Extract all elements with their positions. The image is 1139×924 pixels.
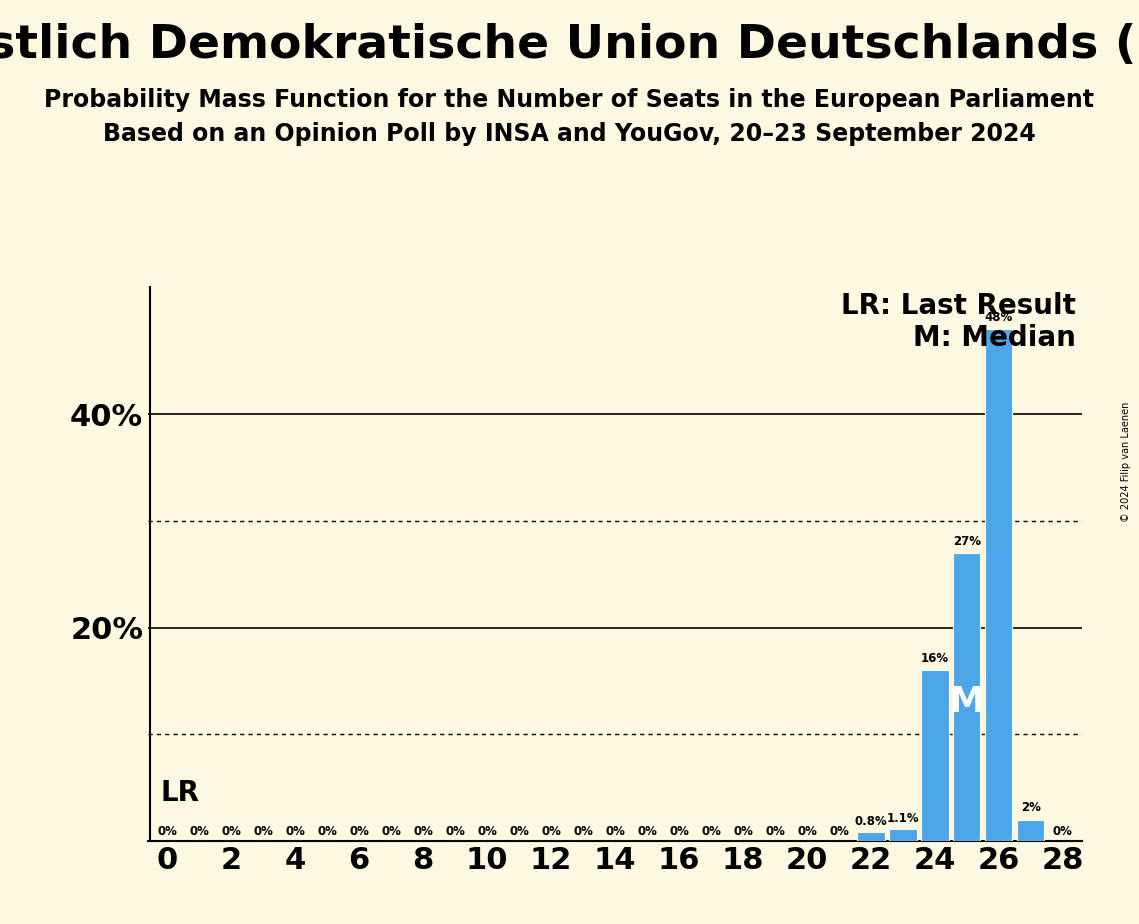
Text: M: Median: M: Median	[912, 323, 1075, 352]
Text: 1.1%: 1.1%	[886, 812, 919, 825]
Text: 16%: 16%	[920, 652, 949, 665]
Text: 0%: 0%	[477, 824, 497, 838]
Text: 0%: 0%	[509, 824, 528, 838]
Text: 48%: 48%	[985, 310, 1013, 323]
Text: 27%: 27%	[953, 535, 981, 548]
Bar	[1017, 820, 1044, 841]
Text: Christlich Demokratische Union Deutschlands (EPP): Christlich Demokratische Union Deutschla…	[0, 23, 1139, 68]
Text: 0%: 0%	[221, 824, 241, 838]
Text: 0%: 0%	[797, 824, 817, 838]
Text: 0.8%: 0.8%	[854, 815, 887, 828]
Text: 0%: 0%	[573, 824, 593, 838]
Text: 0%: 0%	[765, 824, 785, 838]
Text: 0%: 0%	[445, 824, 465, 838]
Text: 0%: 0%	[413, 824, 433, 838]
Bar	[890, 829, 917, 841]
Bar	[953, 553, 981, 841]
Bar	[858, 833, 885, 841]
Text: 0%: 0%	[734, 824, 753, 838]
Text: LR: LR	[161, 779, 199, 807]
Text: 0%: 0%	[350, 824, 369, 838]
Text: 0%: 0%	[253, 824, 273, 838]
Text: 0%: 0%	[382, 824, 401, 838]
Text: 0%: 0%	[829, 824, 849, 838]
Text: 0%: 0%	[189, 824, 210, 838]
Text: 0%: 0%	[541, 824, 562, 838]
Text: 0%: 0%	[1052, 824, 1073, 838]
Text: 0%: 0%	[157, 824, 178, 838]
Text: 0%: 0%	[318, 824, 337, 838]
Text: 0%: 0%	[285, 824, 305, 838]
Text: 2%: 2%	[1021, 801, 1041, 814]
Bar	[985, 329, 1013, 841]
Text: 0%: 0%	[637, 824, 657, 838]
Text: 0%: 0%	[605, 824, 625, 838]
Text: © 2024 Filip van Laenen: © 2024 Filip van Laenen	[1121, 402, 1131, 522]
Text: LR: Last Result: LR: Last Result	[841, 292, 1075, 320]
Text: M: M	[949, 686, 985, 719]
Text: 0%: 0%	[702, 824, 721, 838]
Text: Probability Mass Function for the Number of Seats in the European Parliament: Probability Mass Function for the Number…	[44, 88, 1095, 112]
Bar	[921, 670, 949, 841]
Text: 0%: 0%	[669, 824, 689, 838]
Text: Based on an Opinion Poll by INSA and YouGov, 20–23 September 2024: Based on an Opinion Poll by INSA and You…	[104, 122, 1035, 146]
